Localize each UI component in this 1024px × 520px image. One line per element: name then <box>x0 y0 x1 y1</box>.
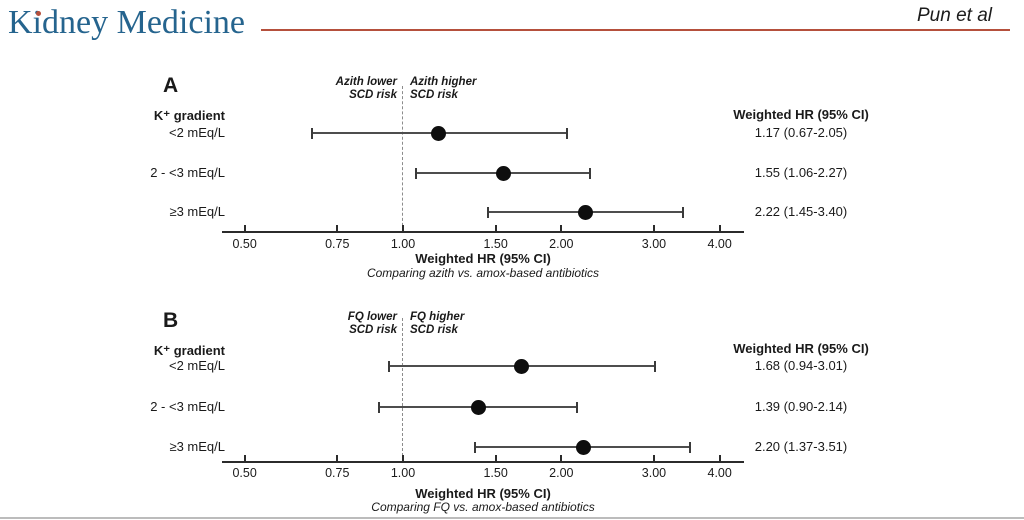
axis-title: Weighted HR (95% CI) <box>415 486 551 501</box>
journal-logo: Kidney Medicine <box>8 3 245 43</box>
x-axis-line <box>222 461 744 463</box>
axis-tick <box>402 455 404 461</box>
hr-column-header: Weighted HR (95% CI) <box>733 341 869 356</box>
ci-cap-left <box>415 168 418 179</box>
bottom-rule <box>0 517 1024 519</box>
axis-tick <box>494 225 497 231</box>
direction-label-lower-line1: Azith lower <box>335 76 397 88</box>
axis-tick <box>718 455 721 461</box>
axis-tick-label: 1.50 <box>483 466 508 480</box>
direction-label-lower-line2: SCD risk <box>349 89 397 101</box>
axis-title: Weighted HR (95% CI) <box>415 251 551 266</box>
axis-tick <box>336 455 339 461</box>
axis-tick <box>652 455 655 461</box>
axis-tick-label: 1.50 <box>483 237 508 251</box>
point-estimate-dot <box>495 165 511 181</box>
reference-line <box>402 86 403 231</box>
logo-i-dot-accent <box>36 11 41 16</box>
axis-tick-label: 3.00 <box>641 466 667 480</box>
axis-subtitle: Comparing azith vs. amox-based antibioti… <box>366 266 600 280</box>
row-label: <2 mEq/L <box>168 125 225 140</box>
direction-label-higher-line2: SCD risk <box>410 89 458 101</box>
ci-cap-left <box>310 128 313 139</box>
point-estimate-dot <box>514 358 529 374</box>
axis-tick-label: 0.50 <box>232 237 257 251</box>
ci-cap-right <box>565 128 568 139</box>
hr-value: 2.20 (1.37-3.51) <box>754 439 848 454</box>
direction-label-lower-line1: FQ lower <box>347 311 397 323</box>
row-label: 2 - <3 mEq/L <box>150 165 225 180</box>
hr-value: 1.68 (0.94-3.01) <box>754 358 848 373</box>
row-label: ≥3 mEq/L <box>169 204 225 219</box>
ci-cap-left <box>473 442 476 453</box>
ci-cap-right <box>575 402 578 413</box>
axis-subtitle: Comparing FQ vs. amox-based antibiotics <box>371 500 595 514</box>
point-estimate-dot <box>470 399 486 415</box>
ci-cap-left <box>377 402 380 413</box>
hr-value: 1.55 (1.06-2.27) <box>754 165 848 180</box>
reference-line <box>402 318 403 461</box>
ci-cap-right <box>589 168 592 179</box>
axis-tick-label: 1.00 <box>390 466 416 480</box>
axis-tick <box>494 455 497 461</box>
group-header: K⁺ gradient <box>153 108 225 123</box>
axis-tick-label: 3.00 <box>641 237 667 251</box>
point-estimate-dot <box>575 439 591 455</box>
ci-cap-right <box>681 207 684 218</box>
row-label: 2 - <3 mEq/L <box>150 399 225 414</box>
axis-tick <box>560 455 563 461</box>
panel-label: B <box>163 309 179 332</box>
ci-cap-left <box>486 207 489 218</box>
axis-tick <box>243 225 246 231</box>
ci-cap-right <box>653 361 656 372</box>
axis-tick-label: 2.00 <box>549 237 574 251</box>
axis-tick <box>652 225 655 231</box>
x-axis-line <box>222 231 744 233</box>
direction-label-higher-line1: Azith higher <box>410 76 477 88</box>
axis-tick <box>243 455 246 461</box>
axis-tick-label: 1.00 <box>390 237 416 251</box>
axis-tick-label: 4.00 <box>707 237 732 251</box>
axis-tick <box>560 225 563 231</box>
axis-tick-label: 0.75 <box>325 466 350 480</box>
direction-label-lower-line2: SCD risk <box>349 324 397 336</box>
row-label: ≥3 mEq/L <box>169 439 225 454</box>
row-label: <2 mEq/L <box>168 358 225 373</box>
direction-label-higher-line1: FQ higher <box>410 311 465 323</box>
ci-cap-left <box>387 361 390 372</box>
hr-column-header: Weighted HR (95% CI) <box>733 107 869 122</box>
axis-tick-label: 4.00 <box>707 466 732 480</box>
axis-tick <box>336 225 339 231</box>
axis-tick-label: 0.50 <box>232 466 257 480</box>
panel-label: A <box>163 74 179 97</box>
running-head-attribution: Pun et al <box>917 5 992 26</box>
axis-tick <box>402 225 404 231</box>
direction-label-higher-line2: SCD risk <box>410 324 458 336</box>
axis-tick <box>718 225 721 231</box>
axis-tick-label: 0.75 <box>325 237 350 251</box>
hr-value: 2.22 (1.45-3.40) <box>754 204 848 219</box>
hr-value: 1.17 (0.67-2.05) <box>754 125 848 140</box>
journal-logo-text: Kidney Medicine <box>8 4 245 41</box>
group-header: K⁺ gradient <box>153 343 225 358</box>
point-estimate-dot <box>577 204 593 220</box>
ci-cap-right <box>688 442 691 453</box>
point-estimate-dot <box>431 125 447 141</box>
header-rule <box>261 29 1010 31</box>
hr-value: 1.39 (0.90-2.14) <box>754 399 848 414</box>
axis-tick-label: 2.00 <box>549 466 574 480</box>
